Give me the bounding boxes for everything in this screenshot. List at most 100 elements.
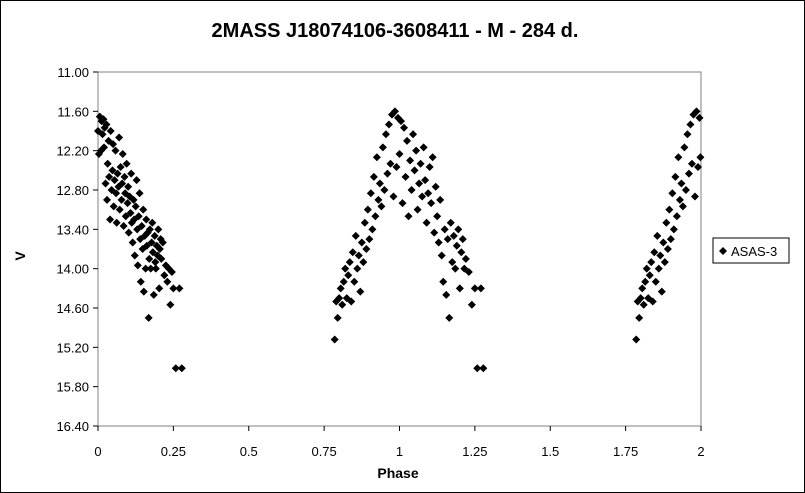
data-point xyxy=(141,264,150,273)
x-tick-label: 1.5 xyxy=(541,444,559,459)
data-point xyxy=(668,189,677,198)
data-point xyxy=(126,208,135,217)
data-point xyxy=(451,264,460,273)
data-point xyxy=(440,225,449,234)
legend-marker-diamond-icon xyxy=(719,247,727,255)
data-point xyxy=(139,287,148,296)
data-point xyxy=(681,186,690,194)
x-tick-label: 0 xyxy=(94,444,101,459)
y-tick-label: 13.40 xyxy=(56,222,89,237)
x-tick-label: 0.5 xyxy=(240,444,258,459)
data-point xyxy=(470,284,479,293)
data-point xyxy=(366,189,375,198)
data-point xyxy=(147,238,156,247)
legend-entry-asas-3: ASAS-3 xyxy=(731,244,777,259)
data-point xyxy=(431,182,440,191)
data-point xyxy=(671,172,680,181)
data-point xyxy=(106,215,115,224)
data-point xyxy=(407,186,416,194)
data-point xyxy=(150,231,159,240)
x-tick-label: 2 xyxy=(697,444,704,459)
data-point xyxy=(687,159,696,168)
data-point xyxy=(148,218,157,227)
data-point xyxy=(680,143,689,152)
data-point xyxy=(155,245,164,253)
data-point xyxy=(108,166,117,175)
data-point xyxy=(452,241,461,250)
data-point xyxy=(442,290,451,299)
data-point xyxy=(362,245,371,253)
data-point xyxy=(330,335,339,344)
data-point xyxy=(109,140,118,149)
data-point xyxy=(103,159,112,168)
data-point xyxy=(669,225,678,234)
data-point xyxy=(427,199,436,208)
data-point xyxy=(648,297,657,306)
x-tick-label: 1 xyxy=(396,444,403,459)
plot-area xyxy=(97,71,702,427)
data-point xyxy=(433,212,442,221)
data-point xyxy=(461,254,470,263)
data-point xyxy=(693,163,702,172)
data-point xyxy=(121,212,130,221)
data-point xyxy=(133,261,142,270)
data-point xyxy=(457,248,466,257)
data-point xyxy=(636,294,645,303)
data-point xyxy=(353,264,362,273)
data-point xyxy=(430,228,439,237)
data-point xyxy=(656,251,665,260)
data-point xyxy=(651,277,660,286)
data-point xyxy=(454,225,463,234)
data-point xyxy=(171,364,180,373)
data-point xyxy=(105,172,114,181)
data-point xyxy=(339,277,348,286)
data-point xyxy=(678,202,687,211)
data-point xyxy=(422,218,431,227)
data-point xyxy=(144,313,153,322)
data-point xyxy=(120,172,129,181)
data-point xyxy=(132,176,141,185)
data-point xyxy=(458,235,467,244)
data-point xyxy=(357,238,366,247)
data-point xyxy=(163,277,172,286)
data-point xyxy=(106,127,115,135)
x-tick-label: 0.75 xyxy=(311,444,336,459)
data-point xyxy=(666,235,675,244)
data-point xyxy=(341,264,350,273)
data-point xyxy=(696,153,705,162)
data-point xyxy=(345,258,354,267)
data-point xyxy=(663,245,672,253)
data-point xyxy=(111,146,120,155)
y-tick-label: 12.80 xyxy=(56,183,89,198)
data-point xyxy=(695,113,704,122)
data-point xyxy=(112,218,121,227)
data-point xyxy=(348,248,357,257)
data-point xyxy=(131,202,140,211)
data-point xyxy=(155,284,164,293)
data-point xyxy=(377,202,386,211)
data-point xyxy=(145,225,154,234)
data-point xyxy=(449,231,458,240)
data-point xyxy=(344,271,353,280)
data-point xyxy=(109,202,118,211)
data-point xyxy=(368,225,377,234)
data-point xyxy=(662,218,671,227)
data-point xyxy=(136,277,145,286)
data-point xyxy=(142,215,151,224)
data-point xyxy=(119,222,128,231)
data-point xyxy=(448,258,457,267)
data-point xyxy=(424,189,433,198)
data-point xyxy=(363,205,372,214)
data-point xyxy=(403,136,412,145)
data-point xyxy=(101,179,110,188)
data-point xyxy=(145,254,154,263)
data-point xyxy=(380,186,389,194)
data-point xyxy=(103,195,112,204)
data-point xyxy=(135,189,144,198)
data-point xyxy=(110,176,119,185)
x-tick-label: 1.75 xyxy=(613,444,638,459)
data-point xyxy=(677,179,686,188)
data-point xyxy=(397,117,406,126)
data-point xyxy=(390,107,399,116)
